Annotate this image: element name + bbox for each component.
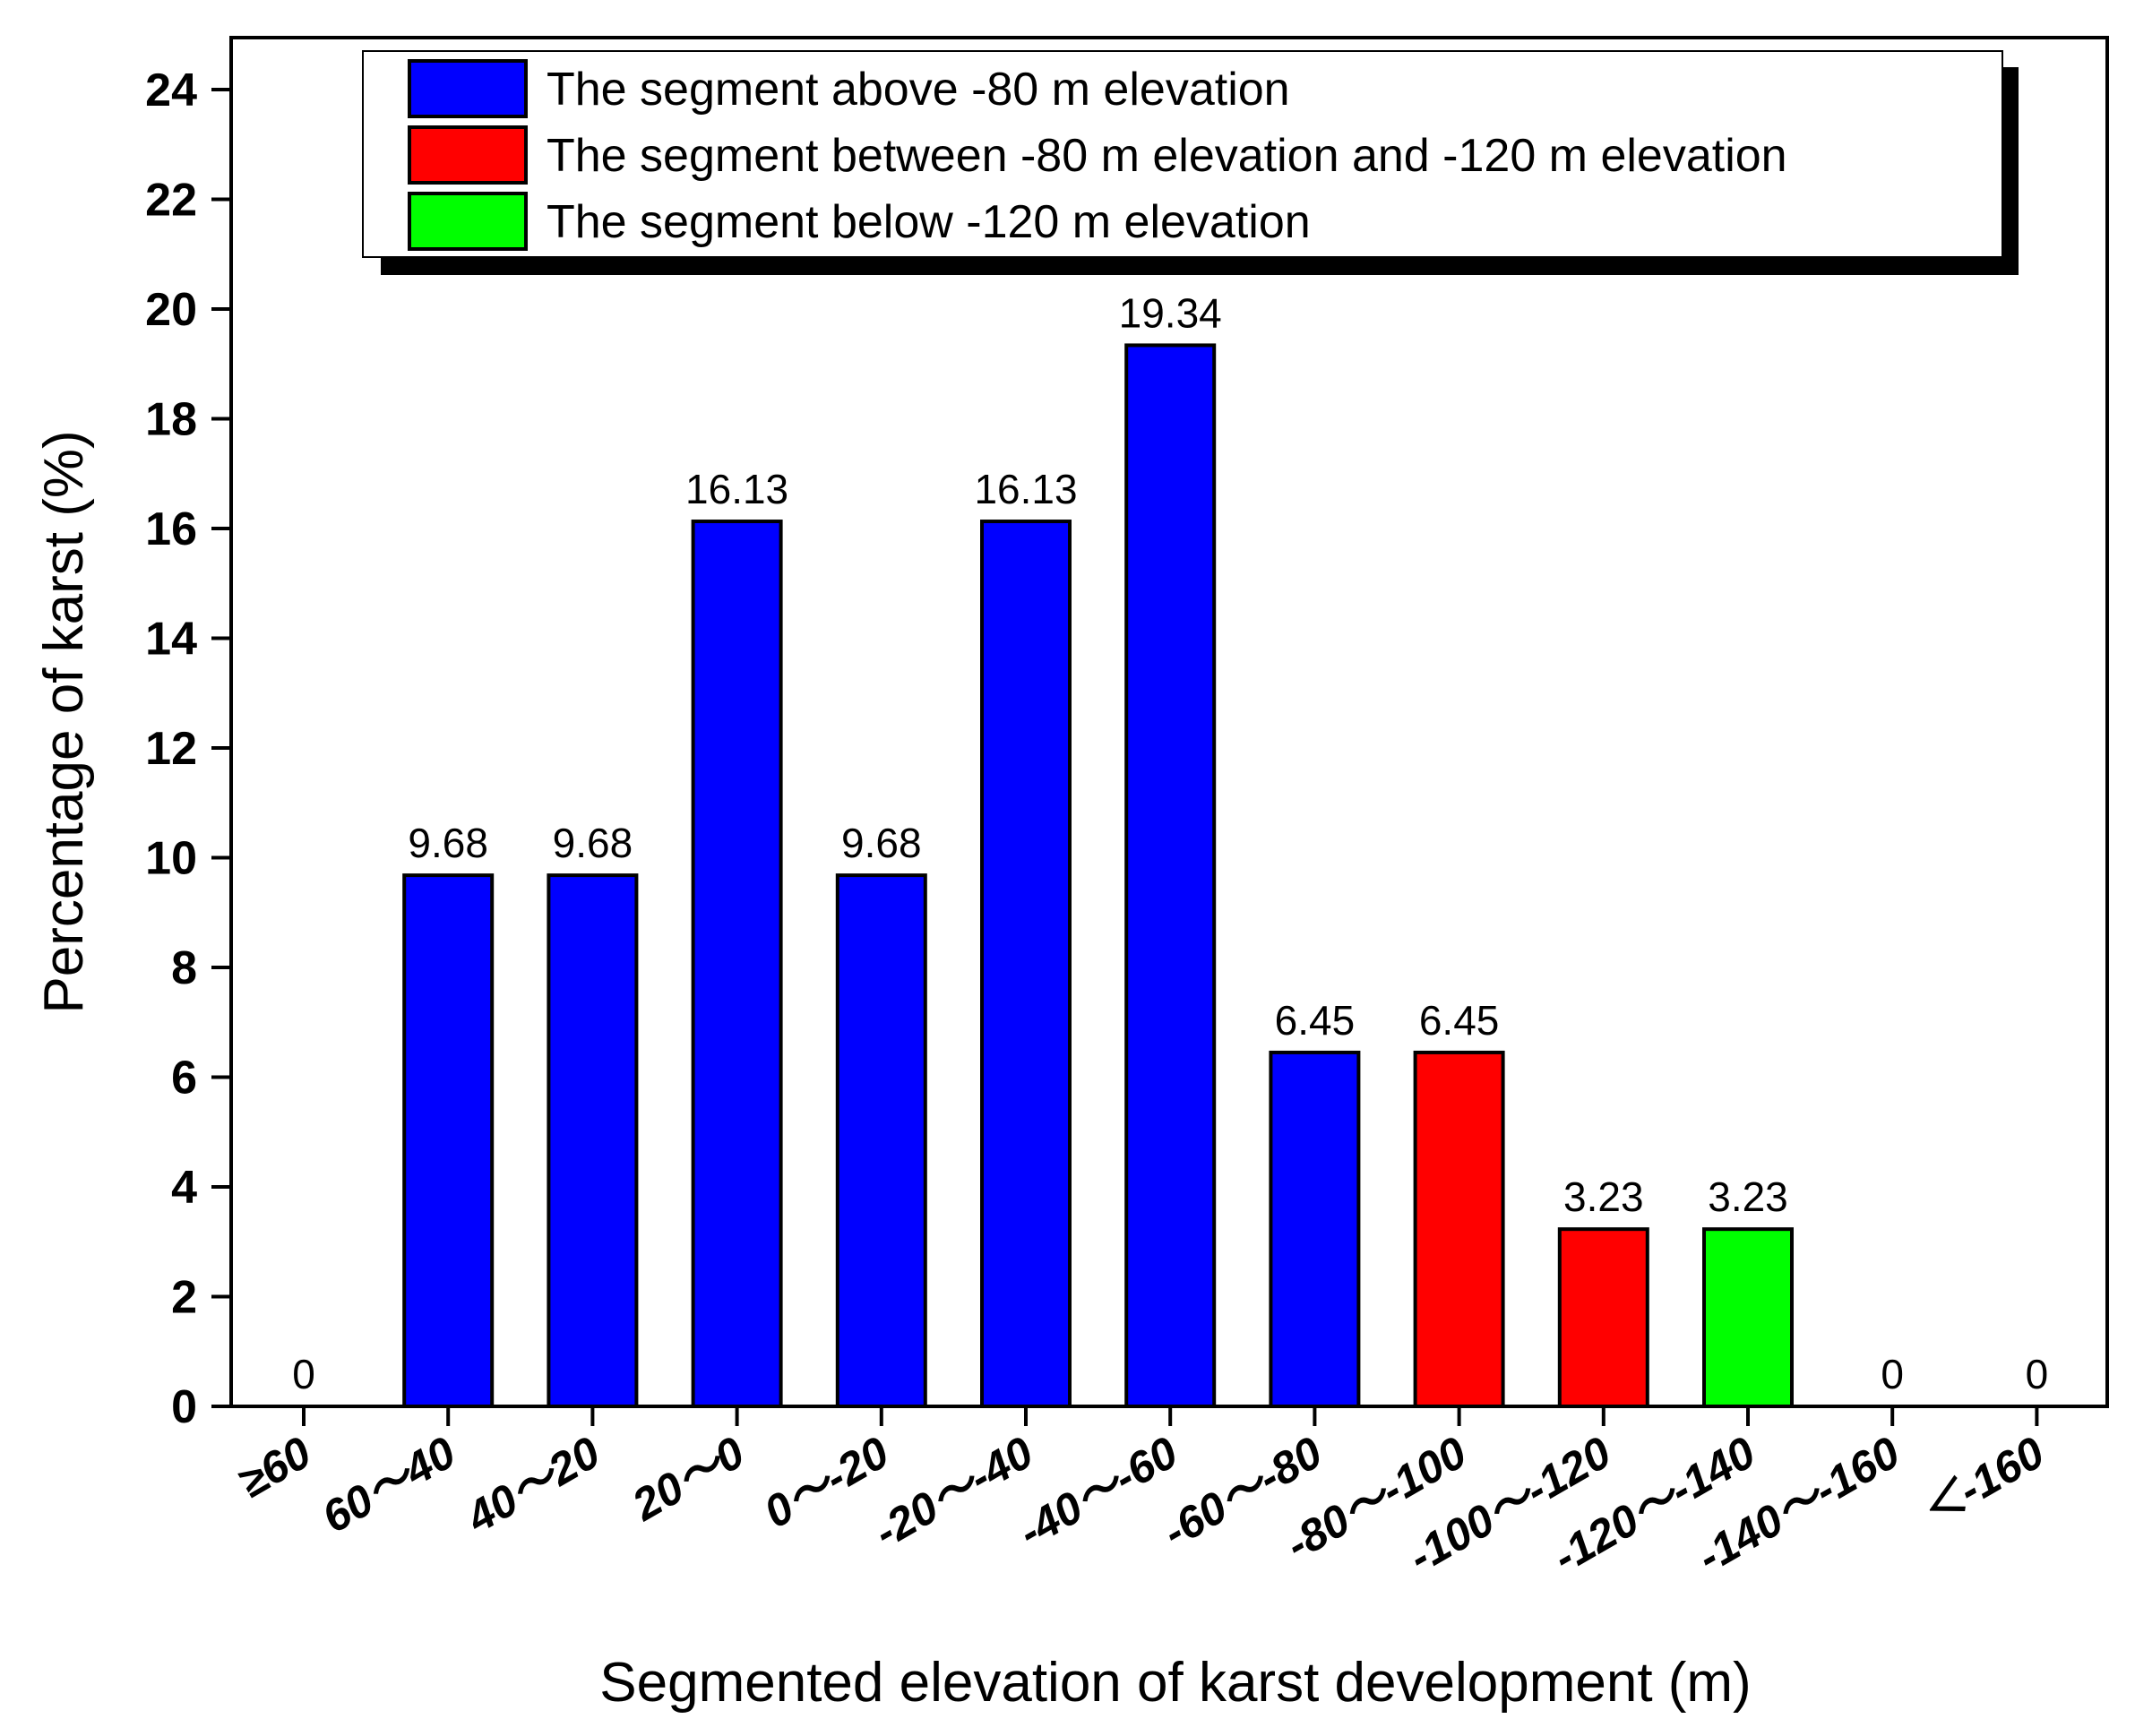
y-tick-label: 16 (145, 503, 197, 555)
y-tick-label: 0 (171, 1381, 197, 1433)
legend-label: The segment below -120 m elevation (547, 196, 1311, 248)
data-label: 16.13 (685, 466, 788, 512)
legend-swatch (408, 125, 528, 185)
y-tick-label: 10 (145, 833, 197, 885)
data-labels: 0 9.68 9.68 16.13 9.68 16.13 19.34 6.45 6.45 3.23… (292, 289, 2048, 1397)
y-tick-label: 4 (171, 1162, 197, 1214)
bar (980, 520, 1072, 1408)
y-tick-label: 22 (145, 175, 197, 227)
data-label: 0 (292, 1351, 315, 1397)
data-label: 9.68 (553, 820, 633, 866)
legend-box (362, 50, 2003, 258)
y-tick-label: 6 (171, 1053, 197, 1104)
bar (691, 520, 783, 1408)
legend: The segment above -80 m elevation The se… (362, 50, 2019, 275)
x-tick-label: 60～40 (314, 1427, 464, 1543)
x-tick-label: -20～-40 (865, 1427, 1042, 1558)
data-label: 16.13 (974, 466, 1077, 512)
bar (547, 873, 639, 1408)
x-tick-label: 20～0 (624, 1427, 753, 1531)
y-tick-label: 2 (171, 1272, 197, 1324)
x-axis-title: Segmented elevation of karst development… (599, 1652, 1751, 1714)
data-label: 19.34 (1119, 289, 1222, 336)
bar (1413, 1050, 1505, 1408)
y-tick-label: 24 (145, 64, 197, 116)
x-tick-label: ＜-160 (1911, 1427, 2053, 1538)
y-tick-label: 18 (145, 394, 197, 446)
legend-label: The segment between -80 m elevation and … (547, 130, 1787, 182)
bar (1557, 1227, 1649, 1408)
data-label: 3.23 (1708, 1173, 1788, 1220)
data-label: 0 (2026, 1351, 2049, 1397)
legend-swatch (408, 59, 528, 118)
legend-swatch (408, 192, 528, 251)
bar (1702, 1227, 1794, 1408)
data-label: 3.23 (1563, 1173, 1644, 1220)
data-label: 0 (1881, 1351, 1904, 1397)
x-tick-label: ≥60 (230, 1427, 320, 1508)
y-tick-label: 14 (145, 614, 197, 666)
bar (835, 873, 927, 1408)
y-tick-label: 8 (171, 942, 197, 994)
bar (1124, 343, 1217, 1408)
y-tick-label: 20 (145, 284, 197, 336)
bar (402, 873, 495, 1408)
data-label: 6.45 (1275, 997, 1356, 1044)
legend-label: The segment above -80 m elevation (547, 64, 1290, 116)
legend-item-between-80-120: The segment between -80 m elevation and … (408, 125, 1787, 185)
data-label: 6.45 (1419, 997, 1500, 1044)
x-tick-label: -40～-60 (1010, 1427, 1186, 1558)
bars (402, 343, 1794, 1408)
data-label: 9.68 (408, 820, 488, 866)
y-tick-label: 12 (145, 723, 197, 775)
data-label: 9.68 (841, 820, 922, 866)
bar (1269, 1050, 1361, 1408)
legend-item-below-120: The segment below -120 m elevation (408, 192, 1311, 251)
y-axis-title: Percentage of karst (%) (33, 430, 95, 1013)
x-tick-label: 40～20 (457, 1427, 608, 1543)
legend-item-above-80: The segment above -80 m elevation (408, 59, 1290, 118)
